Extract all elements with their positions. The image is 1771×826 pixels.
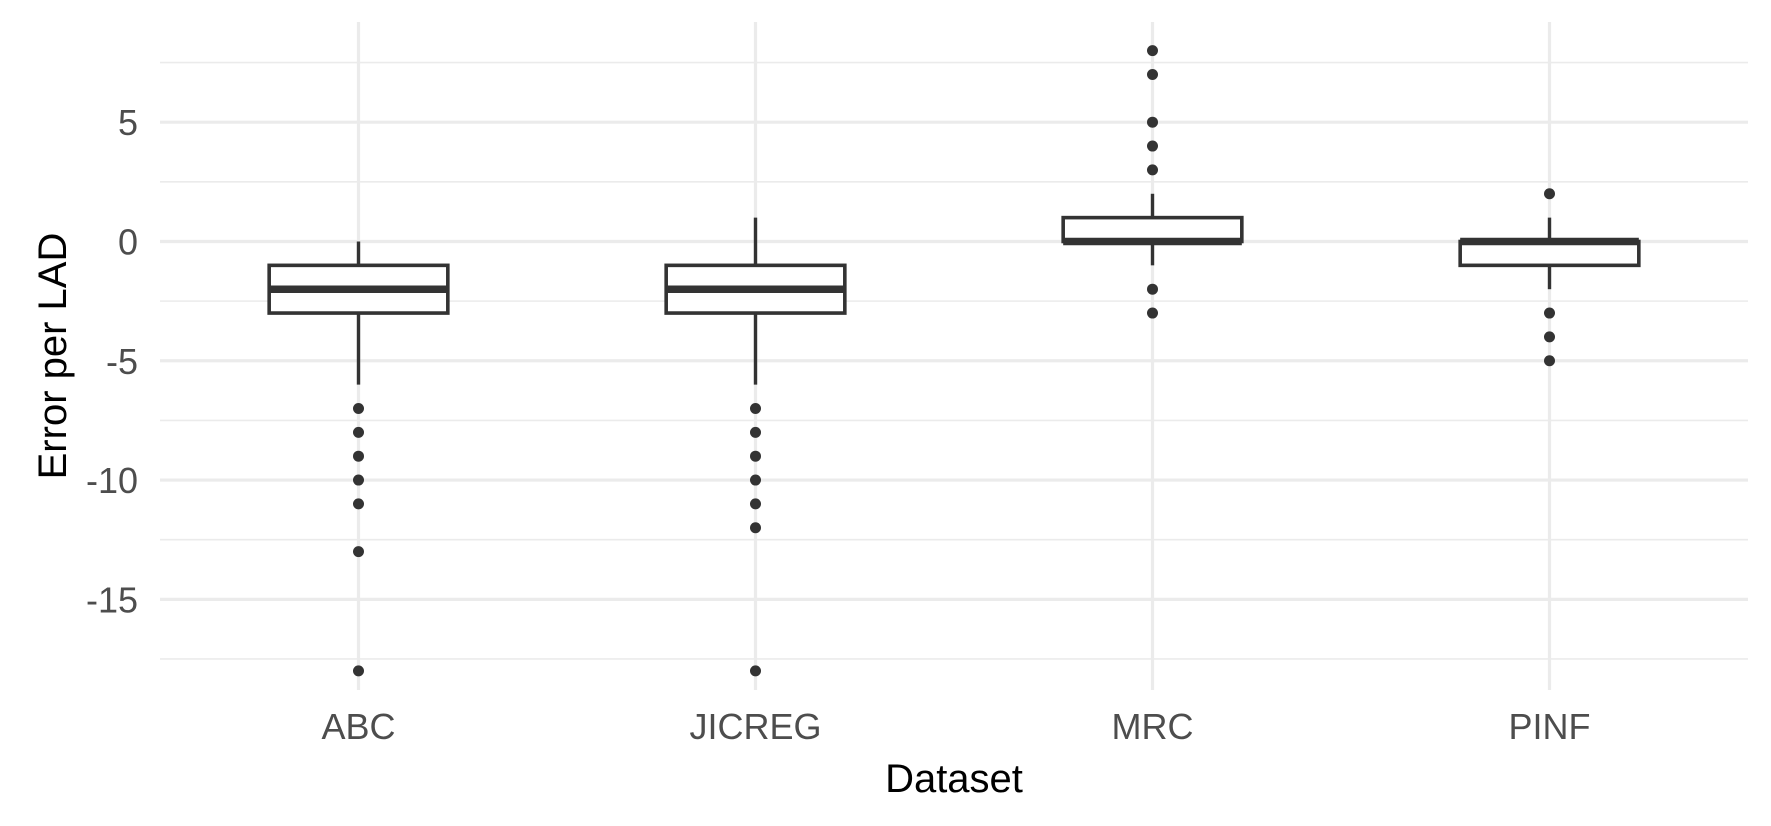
outlier-point	[750, 665, 761, 677]
boxes	[267, 45, 1641, 677]
box-abc	[267, 241, 450, 677]
outlier-point	[1147, 116, 1158, 128]
y-axis-title: Error per LAD	[31, 233, 75, 480]
y-tick-label: -5	[106, 341, 138, 382]
x-tick-label: PINF	[1508, 706, 1590, 747]
y-tick-labels: 5 0 -5 -10 -15	[86, 102, 138, 620]
y-tick-label: 0	[118, 221, 138, 262]
box-pinf	[1458, 188, 1641, 367]
y-tick-label: 5	[118, 102, 138, 143]
box-mrc	[1061, 45, 1244, 319]
grid-lines	[160, 22, 1748, 690]
outlier-point	[1147, 45, 1158, 57]
outlier-point	[353, 665, 364, 677]
outlier-point	[1544, 355, 1555, 367]
outlier-point	[750, 402, 761, 414]
outlier-point	[1147, 68, 1158, 80]
outlier-point	[353, 402, 364, 414]
x-tick-label: MRC	[1112, 706, 1194, 747]
y-tick-label: -10	[86, 460, 138, 501]
y-tick-label: -15	[86, 579, 138, 620]
outlier-point	[1147, 140, 1158, 152]
outlier-point	[1147, 164, 1158, 176]
x-tick-labels: ABC JICREG MRC PINF	[321, 706, 1590, 747]
outlier-point	[353, 546, 364, 558]
outlier-point	[750, 498, 761, 510]
box-jicreg	[664, 217, 847, 677]
outlier-point	[1147, 307, 1158, 319]
outlier-point	[1544, 188, 1555, 200]
outlier-point	[750, 522, 761, 534]
outlier-point	[353, 498, 364, 510]
x-axis-title: Dataset	[885, 757, 1023, 801]
outlier-point	[750, 426, 761, 438]
outlier-point	[1544, 331, 1555, 343]
outlier-point	[750, 450, 761, 462]
outlier-point	[353, 474, 364, 486]
outlier-point	[353, 450, 364, 462]
outlier-point	[1147, 283, 1158, 295]
outlier-point	[1544, 307, 1555, 319]
outlier-point	[353, 426, 364, 438]
x-tick-label: JICREG	[689, 706, 821, 747]
outlier-point	[750, 474, 761, 486]
x-tick-label: ABC	[321, 706, 395, 747]
